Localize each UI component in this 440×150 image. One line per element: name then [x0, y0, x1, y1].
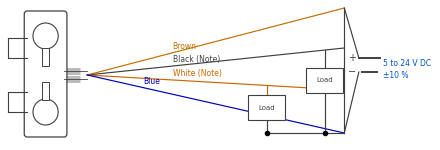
Text: Load: Load — [258, 105, 275, 111]
Text: White (Note): White (Note) — [172, 69, 221, 78]
Text: Brown: Brown — [172, 42, 197, 51]
Text: Load: Load — [317, 78, 333, 84]
Text: 5 to 24 V DC
±10 %: 5 to 24 V DC ±10 % — [383, 59, 431, 81]
Text: Black (Note): Black (Note) — [172, 55, 220, 64]
Text: Blue: Blue — [143, 77, 161, 86]
Bar — [248, 95, 285, 120]
FancyBboxPatch shape — [24, 11, 67, 137]
Text: +: + — [348, 53, 356, 63]
Bar — [42, 48, 49, 66]
Text: −: − — [348, 67, 356, 77]
Bar — [307, 68, 343, 93]
Bar — [42, 82, 49, 100]
